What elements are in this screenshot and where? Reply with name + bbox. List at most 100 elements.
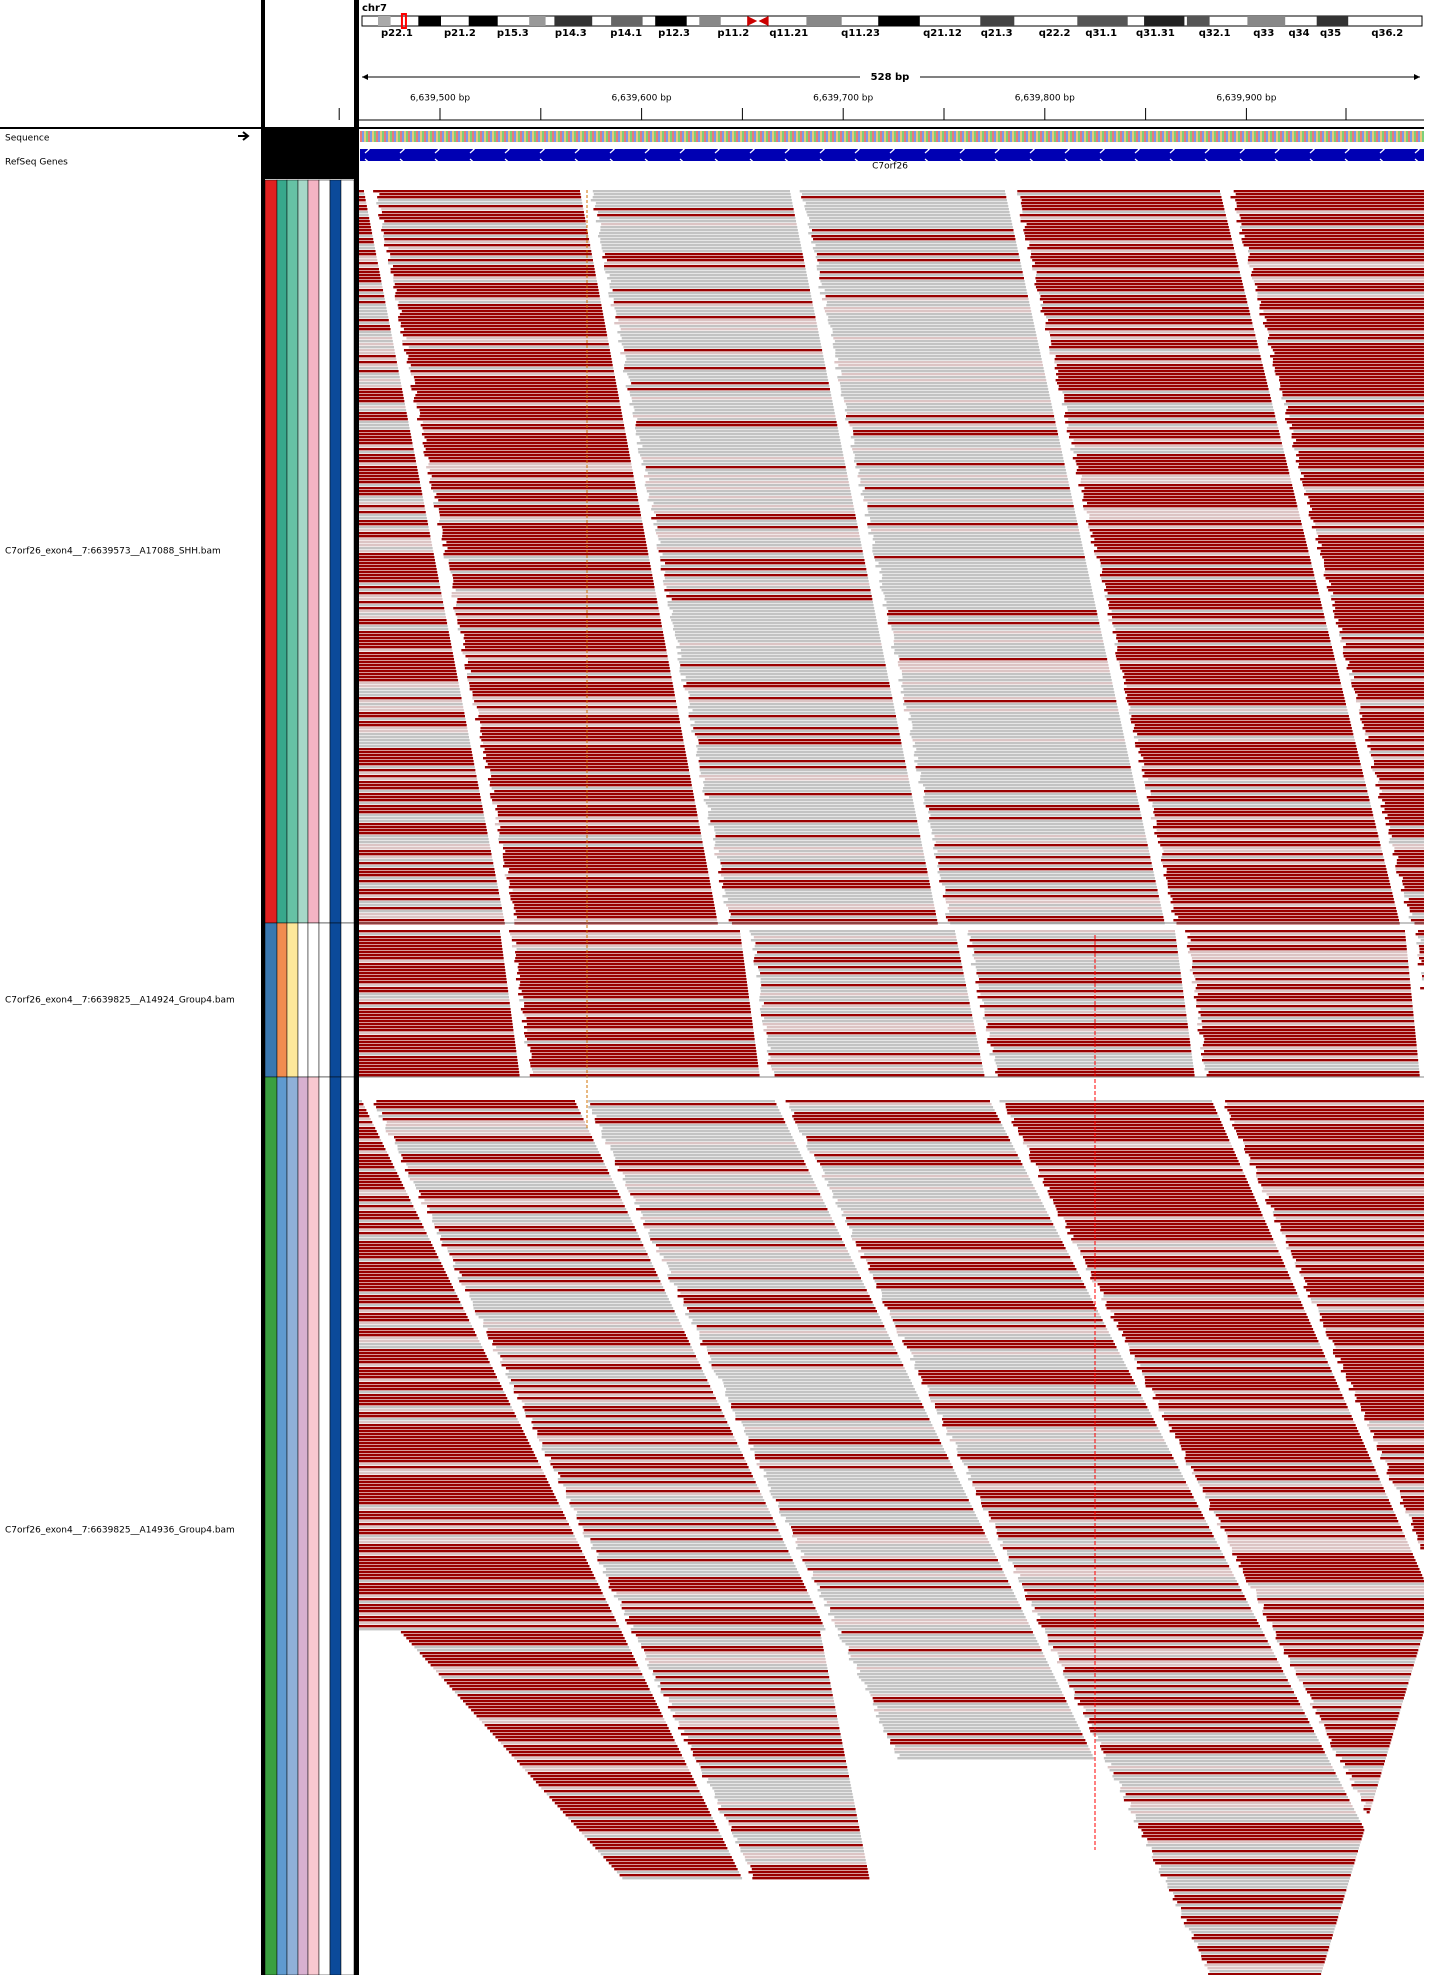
read <box>1388 1466 1424 1469</box>
read <box>1045 322 1253 325</box>
read <box>511 945 743 948</box>
read <box>604 265 806 268</box>
read <box>421 433 626 436</box>
read <box>883 592 1093 595</box>
read <box>531 1421 728 1424</box>
read <box>359 643 452 646</box>
read <box>700 772 908 775</box>
read <box>359 610 445 613</box>
read <box>937 850 1150 853</box>
read <box>735 1418 930 1421</box>
read <box>646 1655 825 1658</box>
read <box>566 1493 762 1496</box>
read <box>748 1439 940 1442</box>
read <box>891 628 1101 631</box>
read <box>359 1421 520 1424</box>
read <box>1340 1760 1385 1763</box>
read <box>820 280 1025 283</box>
read <box>359 208 368 211</box>
read <box>359 919 505 922</box>
read <box>359 883 498 886</box>
read <box>1083 1712 1305 1715</box>
read <box>1234 1121 1424 1124</box>
read <box>873 1700 1067 1703</box>
read <box>359 205 367 208</box>
read <box>1412 913 1424 916</box>
read <box>877 1706 1070 1709</box>
read <box>498 835 702 838</box>
read <box>359 856 493 859</box>
read <box>404 1169 608 1172</box>
strand-toggle[interactable] <box>238 131 250 141</box>
read <box>490 781 692 784</box>
read <box>807 1139 1011 1142</box>
read <box>519 1763 687 1766</box>
read <box>1315 1712 1400 1715</box>
read <box>715 1373 908 1376</box>
read <box>857 475 1068 478</box>
read <box>452 586 655 589</box>
ideogram-band <box>378 16 391 26</box>
read <box>1171 910 1397 913</box>
read <box>1331 598 1424 601</box>
read <box>410 364 613 367</box>
read <box>1136 1367 1331 1370</box>
read <box>436 1232 638 1235</box>
read <box>778 1502 971 1505</box>
read <box>894 637 1103 640</box>
read <box>1357 694 1424 697</box>
read <box>390 271 596 274</box>
read <box>1024 1589 1242 1592</box>
read <box>611 1589 807 1592</box>
read <box>1073 1688 1293 1691</box>
read <box>359 253 377 256</box>
read <box>1193 1469 1376 1472</box>
read <box>1410 919 1424 922</box>
gene-feature[interactable] <box>360 149 1424 161</box>
read <box>1273 1628 1440 1631</box>
track-name[interactable]: C7orf26_exon4__7:6639573__A17088_SHH.bam <box>5 547 221 557</box>
read <box>1044 1628 1262 1631</box>
read <box>359 1175 399 1178</box>
read <box>1391 835 1424 838</box>
read <box>912 727 1123 730</box>
read <box>419 415 623 418</box>
read <box>1058 1655 1276 1658</box>
read <box>824 1172 1028 1175</box>
read <box>401 1154 601 1157</box>
read <box>359 1589 602 1592</box>
read <box>359 1250 436 1253</box>
read <box>1339 631 1424 634</box>
read <box>1256 1595 1432 1598</box>
read <box>417 418 623 421</box>
read <box>785 1517 978 1520</box>
read <box>359 1286 453 1289</box>
read <box>1353 1385 1424 1388</box>
read <box>844 409 1053 412</box>
read <box>359 640 451 643</box>
read <box>469 1295 668 1298</box>
read <box>359 1280 451 1283</box>
read <box>837 1199 1041 1202</box>
read <box>359 295 385 298</box>
read <box>359 1481 549 1484</box>
read <box>1059 1658 1277 1661</box>
read <box>411 388 618 391</box>
read <box>359 406 406 409</box>
read <box>489 784 692 787</box>
read <box>1308 496 1424 499</box>
read <box>359 987 508 990</box>
read <box>1343 1367 1424 1370</box>
track-name[interactable]: C7orf26_exon4__7:6639825__A14936_Group4.… <box>5 1526 235 1536</box>
read <box>1279 1643 1421 1646</box>
read <box>1365 739 1424 742</box>
read <box>602 1127 789 1130</box>
band-label: q32.1 <box>1199 28 1231 39</box>
read <box>1404 895 1424 898</box>
read <box>1307 1295 1424 1298</box>
read <box>359 388 403 391</box>
read <box>717 1802 855 1805</box>
track-name[interactable]: C7orf26_exon4__7:6639825__A14924_Group4.… <box>5 996 235 1006</box>
read <box>359 550 434 553</box>
read <box>690 1748 844 1751</box>
